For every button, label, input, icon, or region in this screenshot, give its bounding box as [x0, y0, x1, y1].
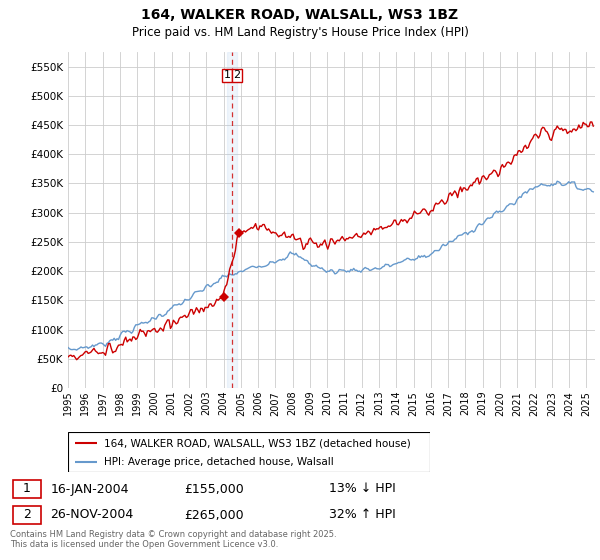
Text: 16-JAN-2004: 16-JAN-2004 [50, 483, 129, 496]
Text: 32% ↑ HPI: 32% ↑ HPI [329, 508, 396, 521]
Text: 2: 2 [233, 71, 241, 81]
Text: 26-NOV-2004: 26-NOV-2004 [50, 508, 134, 521]
Bar [13, 506, 41, 524]
Text: 164, WALKER ROAD, WALSALL, WS3 1BZ (detached house): 164, WALKER ROAD, WALSALL, WS3 1BZ (deta… [104, 438, 411, 448]
Text: Contains HM Land Registry data © Crown copyright and database right 2025.
This d: Contains HM Land Registry data © Crown c… [10, 530, 337, 549]
Text: HPI: Average price, detached house, Walsall: HPI: Average price, detached house, Wals… [104, 457, 334, 467]
Text: 1: 1 [23, 483, 31, 496]
Text: £155,000: £155,000 [184, 483, 244, 496]
Text: £265,000: £265,000 [184, 508, 244, 521]
Text: 2: 2 [23, 508, 31, 521]
Text: Price paid vs. HM Land Registry's House Price Index (HPI): Price paid vs. HM Land Registry's House … [131, 26, 469, 39]
Bar [13, 480, 41, 498]
Text: 164, WALKER ROAD, WALSALL, WS3 1BZ: 164, WALKER ROAD, WALSALL, WS3 1BZ [142, 8, 458, 22]
Bar [227, 52, 238, 388]
Text: 1: 1 [224, 71, 231, 81]
Text: 13% ↓ HPI: 13% ↓ HPI [329, 483, 396, 496]
